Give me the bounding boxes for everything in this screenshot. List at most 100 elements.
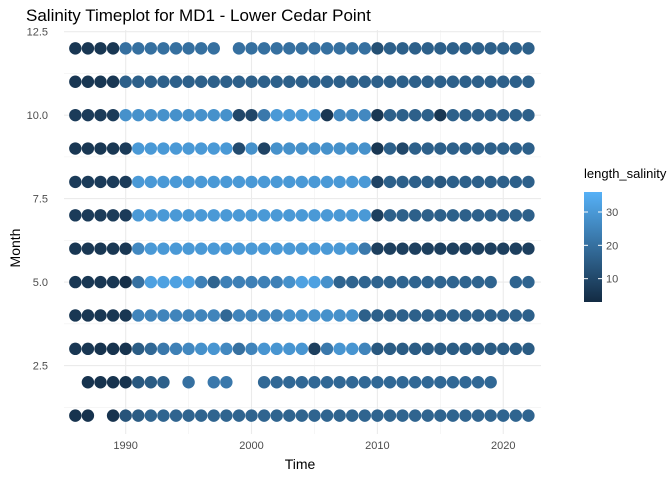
data-point bbox=[270, 75, 283, 88]
data-point bbox=[308, 409, 321, 422]
data-point bbox=[358, 342, 371, 356]
data-point bbox=[157, 376, 170, 389]
axis-ticks: 1990 2000 2010 2020 2.5 5.0 7.5 10.0 12.5 bbox=[27, 27, 516, 452]
data-point bbox=[81, 275, 95, 289]
data-point bbox=[94, 275, 107, 289]
data-point bbox=[132, 309, 145, 322]
data-point bbox=[245, 309, 258, 322]
data-point bbox=[194, 108, 208, 122]
data-point bbox=[346, 209, 359, 222]
data-point bbox=[383, 409, 397, 422]
data-point bbox=[207, 75, 220, 88]
data-point bbox=[383, 275, 397, 289]
data-point bbox=[509, 108, 523, 122]
x-tick-label: 2020 bbox=[491, 440, 515, 452]
data-point bbox=[446, 242, 460, 255]
data-point bbox=[220, 175, 233, 189]
data-point bbox=[207, 242, 220, 255]
data-point bbox=[169, 242, 183, 255]
data-point bbox=[207, 409, 220, 422]
data-point bbox=[119, 342, 132, 356]
data-point bbox=[157, 209, 170, 222]
data-point bbox=[81, 209, 95, 222]
data-point bbox=[94, 42, 107, 55]
data-point bbox=[434, 142, 447, 155]
data-point bbox=[484, 376, 497, 389]
data-point bbox=[232, 42, 246, 55]
data-point bbox=[358, 142, 371, 155]
data-point bbox=[283, 242, 296, 255]
data-point bbox=[346, 142, 359, 155]
data-point bbox=[333, 75, 346, 88]
data-point bbox=[81, 75, 95, 88]
data-point bbox=[484, 175, 497, 189]
data-point bbox=[169, 409, 183, 422]
data-point bbox=[497, 309, 510, 322]
y-tick-label: 12.5 bbox=[27, 27, 48, 39]
data-point bbox=[308, 42, 321, 55]
data-point bbox=[371, 175, 384, 189]
data-point bbox=[408, 42, 422, 55]
legend-tick-label: 30 bbox=[606, 207, 618, 219]
data-point bbox=[157, 175, 170, 189]
data-point bbox=[459, 209, 472, 222]
data-point bbox=[257, 175, 271, 189]
data-point bbox=[81, 42, 95, 55]
data-point bbox=[270, 376, 283, 389]
data-point bbox=[106, 42, 120, 55]
data-point bbox=[69, 108, 82, 122]
legend-title: length_salinity bbox=[584, 166, 667, 181]
data-point bbox=[207, 108, 220, 122]
data-point bbox=[245, 175, 258, 189]
data-point bbox=[346, 409, 359, 422]
data-point bbox=[383, 175, 397, 189]
data-point bbox=[182, 42, 195, 55]
data-point bbox=[182, 175, 195, 189]
data-point bbox=[459, 175, 472, 189]
data-point bbox=[484, 42, 497, 55]
data-point bbox=[333, 275, 346, 289]
data-point bbox=[94, 175, 107, 189]
data-point bbox=[459, 309, 472, 322]
data-point bbox=[408, 342, 422, 356]
data-point bbox=[383, 342, 397, 356]
data-point bbox=[106, 275, 120, 289]
data-point bbox=[220, 108, 233, 122]
data-point bbox=[484, 342, 497, 356]
data-point bbox=[408, 209, 422, 222]
data-point bbox=[94, 376, 107, 389]
data-point bbox=[232, 275, 246, 289]
data-point bbox=[421, 175, 434, 189]
data-point bbox=[132, 242, 145, 255]
data-point bbox=[509, 142, 523, 155]
data-point bbox=[446, 376, 460, 389]
data-point bbox=[257, 342, 271, 356]
data-point bbox=[157, 309, 170, 322]
data-point bbox=[509, 75, 523, 88]
data-point bbox=[383, 376, 397, 389]
data-point bbox=[106, 409, 120, 422]
data-point bbox=[245, 242, 258, 255]
data-point bbox=[308, 342, 321, 356]
data-point bbox=[346, 75, 359, 88]
data-point bbox=[144, 142, 158, 155]
data-point bbox=[94, 75, 107, 88]
y-axis-title: Month bbox=[7, 229, 23, 268]
data-point bbox=[396, 42, 409, 55]
data-point bbox=[157, 242, 170, 255]
data-point bbox=[232, 409, 246, 422]
data-point bbox=[471, 309, 485, 322]
data-point bbox=[446, 209, 460, 222]
data-point bbox=[106, 108, 120, 122]
data-point bbox=[371, 309, 384, 322]
data-point bbox=[220, 342, 233, 356]
data-point bbox=[320, 175, 334, 189]
data-point bbox=[497, 75, 510, 88]
data-point bbox=[308, 75, 321, 88]
x-axis-title: Time bbox=[285, 456, 316, 472]
data-point bbox=[144, 309, 158, 322]
data-point bbox=[471, 42, 485, 55]
data-point bbox=[358, 175, 371, 189]
data-point bbox=[308, 275, 321, 289]
data-point bbox=[283, 108, 296, 122]
